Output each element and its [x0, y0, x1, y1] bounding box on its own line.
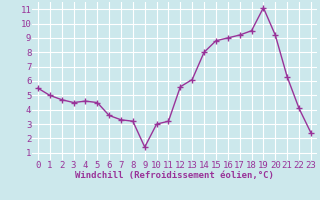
X-axis label: Windchill (Refroidissement éolien,°C): Windchill (Refroidissement éolien,°C): [75, 171, 274, 180]
